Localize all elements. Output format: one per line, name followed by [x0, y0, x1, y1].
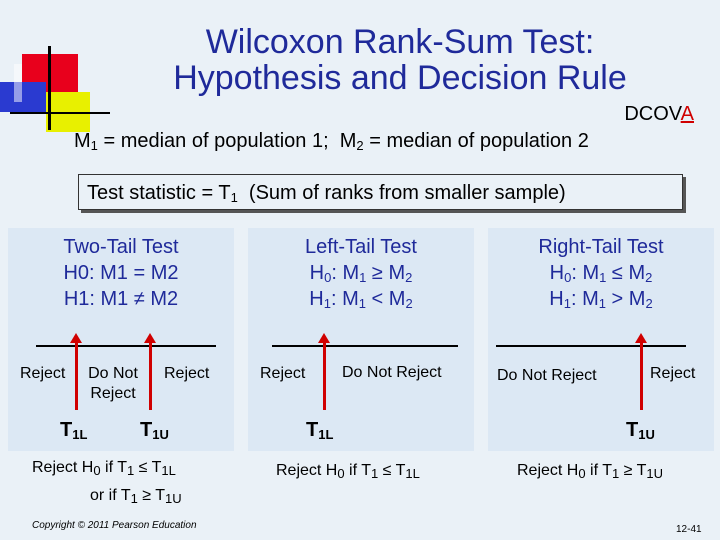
- two-tail-do-not-reject: Do Not Reject: [84, 364, 142, 404]
- left-tail-reject: Reject: [260, 365, 306, 382]
- right-tail-arrowhead: [635, 333, 647, 343]
- two-tail-left-arrow: [75, 340, 78, 410]
- right-tail-h0: H0: M1 ≤ M2: [549, 262, 653, 285]
- dcova-label: DCOVA: [624, 103, 694, 126]
- two-tail-crit-left: T1L: [60, 419, 88, 442]
- two-tail-dnr-line2: Reject: [90, 385, 136, 402]
- two-tail-axis: [36, 345, 216, 347]
- two-tail-reject-right: Reject: [164, 365, 210, 382]
- left-tail-arrowhead: [318, 333, 330, 343]
- test-statistic-box: Test statistic = T1 (Sum of ranks from s…: [78, 174, 683, 210]
- m2-symbol: M: [339, 130, 357, 152]
- left-tail-arrow: [323, 340, 326, 410]
- right-tail-header: Right-Tail Test H0: M1 ≤ M2 H1: M1 > M2: [488, 234, 714, 312]
- right-tail-h1: H1: M1 > M2: [549, 288, 653, 311]
- page-number: 12-41: [676, 524, 702, 535]
- right-tail-panel: [488, 228, 714, 451]
- left-tail-header: Left-Tail Test H0: M1 ≥ M2 H1: M1 < M2: [248, 234, 474, 312]
- right-tail-arrow: [640, 340, 643, 410]
- test-statistic-prefix: Test statistic = T: [87, 182, 231, 204]
- two-tail-crit-right: T1U: [140, 419, 169, 442]
- dcova-accent: A: [680, 103, 694, 125]
- left-tail-crit: T1L: [306, 419, 334, 442]
- right-tail-rule: Reject H0 if T1 ≥ T1U: [517, 462, 663, 481]
- two-tail-right-arrow: [149, 340, 152, 410]
- right-tail-reject: Reject: [650, 365, 696, 382]
- left-tail-do-not-reject: Do Not Reject: [342, 364, 442, 381]
- left-tail-h1: H1: M1 < M2: [309, 288, 413, 311]
- dcova-prefix: DCOV: [624, 103, 681, 125]
- right-tail-do-not-reject: Do Not Reject: [497, 367, 597, 384]
- test-statistic-suffix: (Sum of ranks from smaller sample): [237, 182, 566, 204]
- m1-definition: = median of population 1;: [97, 130, 340, 152]
- two-tail-h0: H0: M1 = M2: [63, 262, 179, 284]
- two-tail-panel: [8, 228, 234, 451]
- left-tail-axis: [272, 345, 458, 347]
- left-tail-h0: H0: M1 ≥ M2: [309, 262, 413, 285]
- median-definitions: M1 = median of population 1; M2 = median…: [74, 130, 589, 153]
- m1-symbol: M: [74, 130, 91, 152]
- two-tail-rule-line2: or if T1 ≥ T1U: [90, 487, 182, 506]
- two-tail-left-arrowhead: [70, 333, 82, 343]
- two-tail-rule-line1: Reject H0 if T1 ≤ T1L: [32, 459, 176, 478]
- two-tail-h1: H1: M1 ≠ M2: [63, 288, 179, 310]
- right-tail-axis: [496, 345, 686, 347]
- copyright-notice: Copyright © 2011 Pearson Education: [32, 520, 197, 531]
- right-tail-title: Right-Tail Test: [538, 236, 664, 258]
- two-tail-right-arrowhead: [144, 333, 156, 343]
- left-tail-title: Left-Tail Test: [305, 236, 417, 258]
- m2-definition: = median of population 2: [363, 130, 589, 152]
- two-tail-header: Two-Tail Test H0: M1 = M2 H1: M1 ≠ M2: [8, 234, 234, 312]
- left-tail-panel: [248, 228, 474, 451]
- left-tail-rule: Reject H0 if T1 ≤ T1L: [276, 462, 420, 481]
- two-tail-reject-left: Reject: [20, 365, 66, 382]
- title-line-1: Wilcoxon Rank-Sum Test:: [205, 23, 595, 61]
- title-line-2: Hypothesis and Decision Rule: [173, 59, 627, 97]
- two-tail-dnr-line1: Do Not: [88, 365, 138, 382]
- right-tail-crit: T1U: [626, 419, 655, 442]
- two-tail-title: Two-Tail Test: [63, 236, 179, 258]
- slide-title: Wilcoxon Rank-Sum Test: Hypothesis and D…: [110, 24, 690, 96]
